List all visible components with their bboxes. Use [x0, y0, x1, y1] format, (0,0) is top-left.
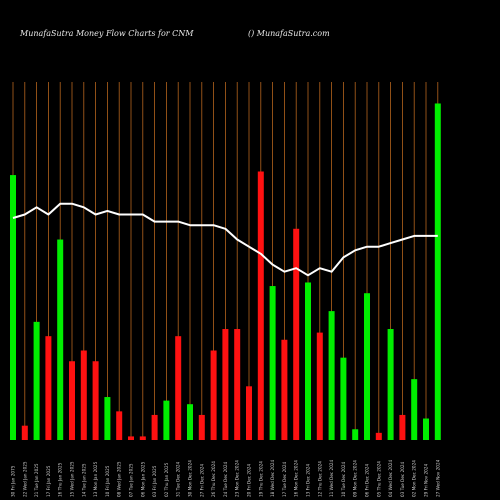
- bar-36: [434, 103, 441, 440]
- x-tick-label-0: 30 Fri Jan 2075: [11, 465, 16, 497]
- x-tick-label-16: 27 Fri Dec 2024: [199, 464, 204, 497]
- x-tick-label-34: 02 Mon Dec 2024: [412, 460, 417, 497]
- x-tick-label-2: 21 Tue Jan 2025: [34, 463, 39, 497]
- bar-31: [375, 432, 382, 440]
- x-tick-label-25: 13 Fri Dec 2024: [306, 464, 311, 497]
- x-tick-label-10: 07 Tue Jan 2025: [129, 463, 134, 497]
- x-tick-label-22: 18 Wed Dec 2024: [270, 459, 275, 497]
- x-tick-label-7: 13 Mon Jan 2025: [93, 461, 98, 497]
- x-tick-labels: 30 Fri Jan 2075 22 Wed Jan 2025 21 Tue Jan…: [11, 459, 441, 497]
- bar-30: [364, 293, 370, 440]
- x-tick-label-26: 12 Thu Dec 2024: [317, 461, 322, 497]
- bar-21: [257, 171, 264, 440]
- bar-5: [69, 361, 75, 440]
- x-tick-label-18: 24 Tue Dec 2024: [223, 461, 228, 497]
- x-tick-label-31: 05 Thu Dec 2024: [376, 461, 381, 497]
- bar-24: [293, 228, 300, 440]
- x-tick-label-1: 22 Wed Jan 2025: [22, 461, 27, 497]
- bar-1: [21, 425, 28, 440]
- x-tick-label-11: 06 Mon Jan 2025: [140, 461, 145, 497]
- bar-32: [387, 329, 394, 440]
- x-tick-label-19: 23 Mon Dec 2024: [235, 460, 240, 497]
- x-tick-label-35: 29 Fri Nov 2024: [424, 464, 429, 497]
- x-tick-label-9: 08 Wed Jan 2025: [117, 461, 122, 497]
- bar-18: [222, 329, 229, 440]
- site-watermark: () MunafaSutra.com: [248, 29, 330, 38]
- x-tick-label-12: 03 Fri Jan 2025: [152, 465, 157, 497]
- bar-22: [269, 286, 276, 440]
- bar-6: [80, 350, 87, 440]
- bar-0: [10, 175, 16, 440]
- bar-35: [423, 418, 429, 440]
- bar-23: [281, 339, 288, 440]
- line-series-path: [12, 202, 438, 277]
- x-tick-label-8: 10 Fri Jan 2025: [105, 465, 110, 497]
- bar-29: [352, 429, 359, 440]
- x-tick-label-3: 17 Fri Jan 2025: [46, 465, 51, 497]
- x-tick-label-23: 17 Tue Dec 2024: [282, 461, 287, 497]
- x-tick-label-33: 03 Tue Dec 2024: [400, 461, 405, 497]
- x-tick-label-28: 10 Tue Dec 2024: [341, 461, 346, 497]
- x-tick-label-29: 09 Mon Dec 2024: [353, 460, 358, 497]
- x-tick-label-32: 04 Wed Dec 2024: [388, 459, 393, 497]
- x-tick-label-17: 26 Thu Dec 2024: [211, 461, 216, 497]
- bar-25: [305, 282, 311, 440]
- x-tick-label-36: 27 Wed Nov 2024: [435, 459, 440, 497]
- bar-4: [57, 239, 64, 440]
- bar-26: [316, 332, 323, 440]
- bar-33: [399, 414, 406, 440]
- x-tick-label-30: 06 Fri Dec 2024: [365, 464, 370, 497]
- x-tick-label-15: 30 Mon Dec 2024: [188, 460, 193, 497]
- bar-17: [210, 350, 217, 440]
- bar-20: [246, 386, 252, 440]
- bar-16: [198, 414, 205, 440]
- bar-11: [139, 436, 146, 440]
- x-tick-label-27: 11 Wed Dec 2024: [329, 459, 334, 497]
- bar-34: [411, 379, 418, 440]
- bar-27: [328, 311, 335, 440]
- bar-19: [234, 329, 241, 440]
- bar-14: [175, 336, 182, 440]
- x-tick-label-14: 31 Tue Dec 2024: [176, 461, 181, 497]
- x-tick-label-13: 02 Thu Jan 2025: [164, 462, 169, 497]
- x-tick-label-4: 16 Thu Jan 2025: [58, 462, 63, 497]
- bars-layer: [10, 103, 441, 440]
- x-tick-label-5: 15 Wed Jan 2025: [70, 461, 75, 497]
- bar-3: [45, 336, 52, 440]
- bar-10: [128, 436, 134, 440]
- line-layer: [12, 202, 438, 277]
- bar-15: [187, 404, 193, 440]
- bar-7: [92, 361, 99, 440]
- chart-title: MunafaSutra Money Flow Charts for CNM: [19, 29, 194, 38]
- bar-9: [116, 411, 123, 440]
- bar-13: [163, 400, 170, 440]
- bar-2: [33, 321, 40, 440]
- bar-28: [340, 357, 347, 440]
- bar-8: [104, 397, 111, 440]
- x-tick-label-6: 14 Tue Jan 2025: [81, 463, 86, 497]
- x-tick-label-24: 16 Mon Dec 2024: [294, 460, 299, 497]
- bar-12: [151, 414, 158, 440]
- x-tick-label-21: 19 Thu Dec 2024: [258, 461, 263, 497]
- x-tick-label-20: 20 Fri Dec 2024: [247, 464, 252, 497]
